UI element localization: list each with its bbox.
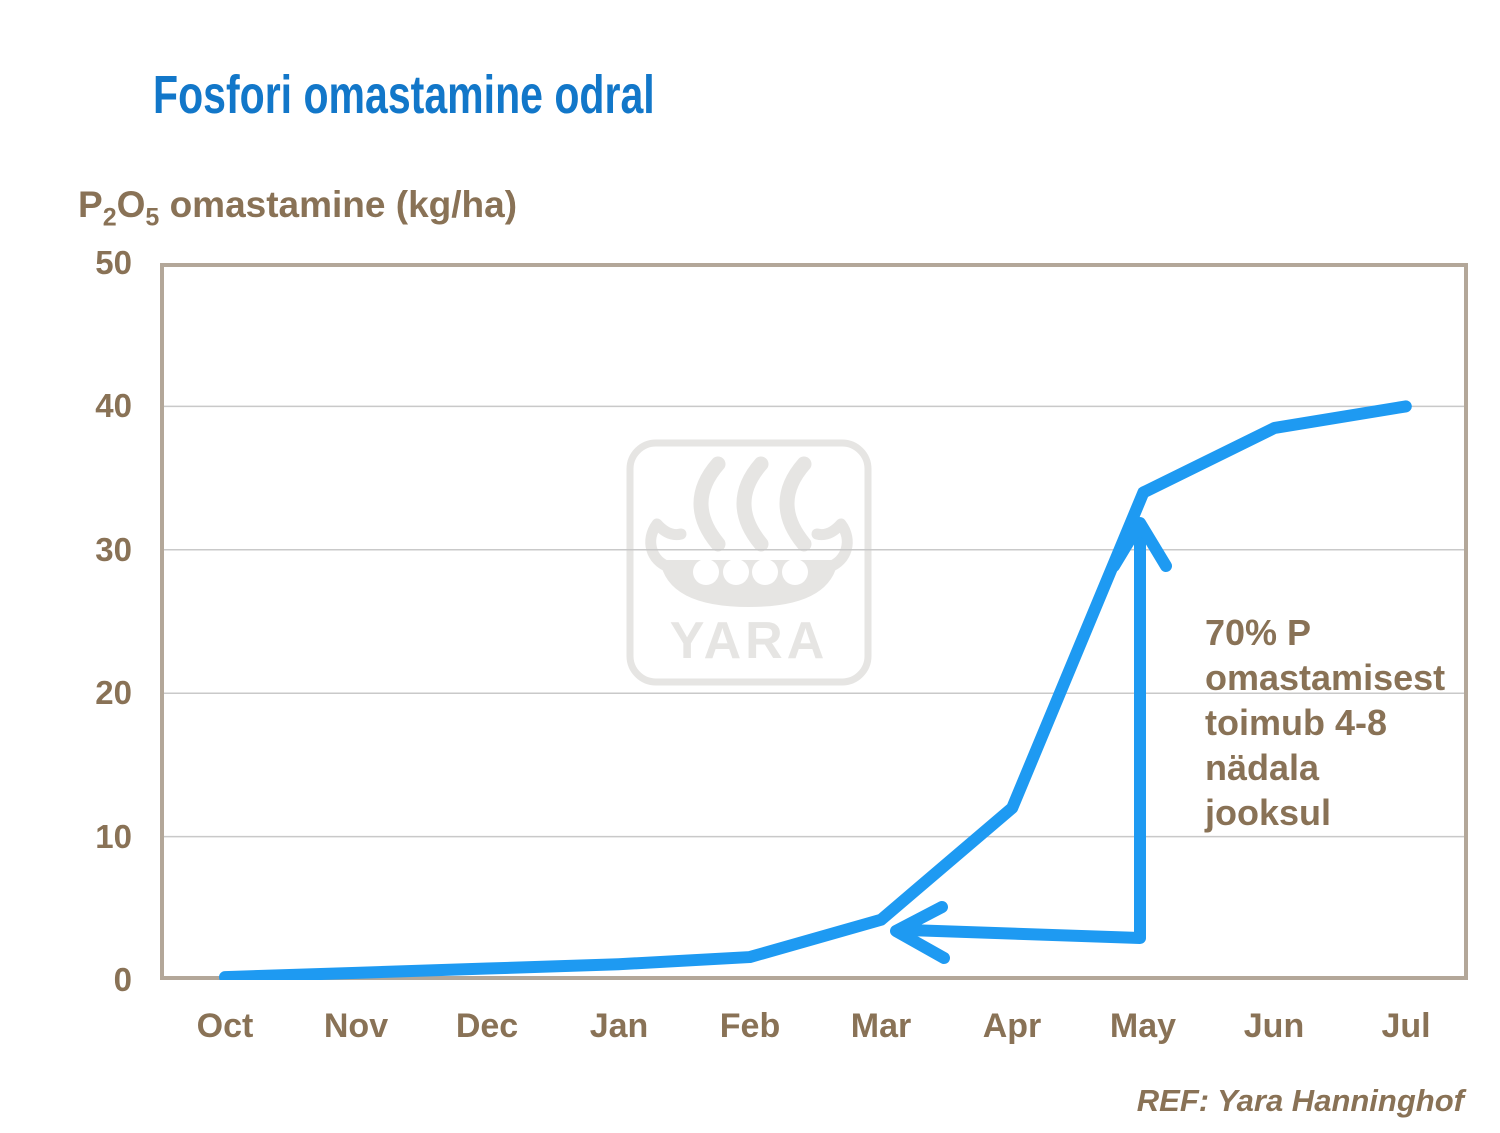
y-axis-title: P2O5 omastamine (kg/ha)	[78, 184, 518, 232]
yara-watermark-logo: YARA	[626, 439, 872, 686]
y-tick-10: 10	[95, 818, 132, 855]
chart-title: Fosfori omastamine odral	[153, 65, 655, 125]
y-tick-30: 30	[95, 531, 132, 568]
y-tick-50: 50	[95, 244, 132, 281]
watermark-border	[626, 439, 872, 686]
x-label-apr: Apr	[982, 1007, 1042, 1045]
plot-area: YARA	[160, 263, 1468, 980]
p2o5-uptake-line	[219, 400, 1412, 980]
viking-ship-icon	[645, 456, 853, 607]
watermark-brand-text: YARA	[670, 612, 829, 670]
x-label-feb: Feb	[719, 1007, 781, 1045]
x-label-jun: Jun	[1243, 1007, 1305, 1045]
annotation-arrow	[890, 517, 1172, 964]
arrow-shaft	[902, 525, 1146, 944]
arrow-head-left-icon	[890, 901, 950, 964]
x-label-mar: Mar	[850, 1007, 912, 1045]
arrow-head-up-icon	[1108, 517, 1172, 572]
reference-text: REF: Yara Hanninghof	[1136, 1083, 1464, 1118]
x-label-may: May	[1109, 1007, 1177, 1045]
y-tick-20: 20	[95, 674, 132, 711]
gridlines	[164, 405, 1464, 838]
x-label-dec: Dec	[455, 1007, 519, 1045]
x-label-jul: Jul	[1381, 1007, 1431, 1045]
x-label-nov: Nov	[323, 1007, 389, 1045]
x-label-jan: Jan	[589, 1007, 649, 1045]
plot-border	[160, 263, 1468, 980]
annotation-text: 70% P omastamisest toimub 4-8 nädala joo…	[1205, 612, 1446, 833]
x-label-oct: Oct	[196, 1007, 254, 1045]
y-tick-40: 40	[95, 387, 132, 424]
y-tick-0: 0	[113, 961, 132, 998]
